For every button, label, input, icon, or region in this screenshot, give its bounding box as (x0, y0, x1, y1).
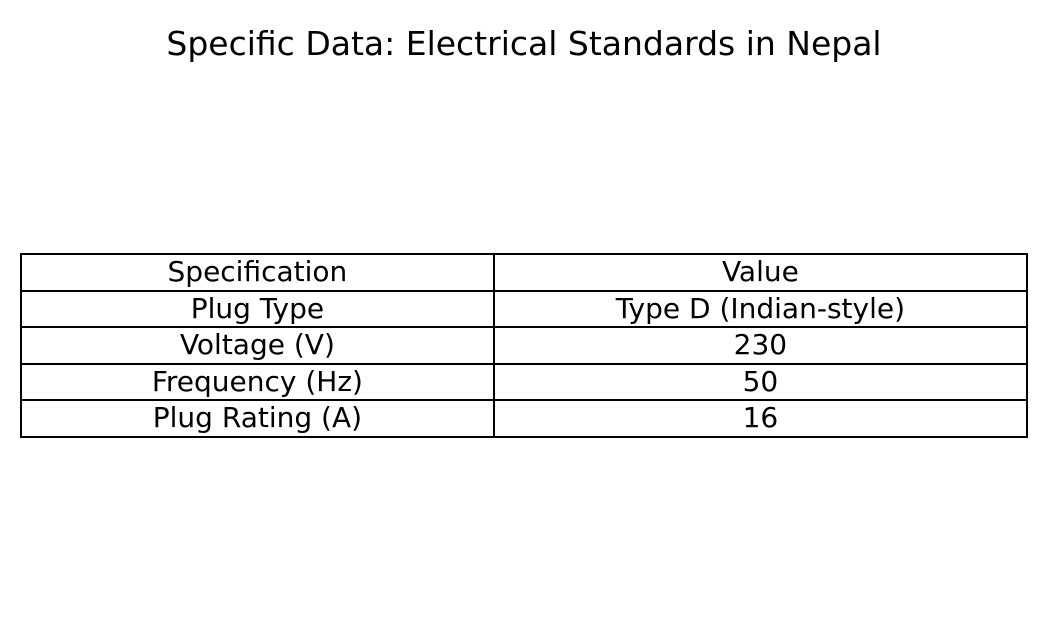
cell-spec: Plug Rating (A) (21, 400, 494, 437)
table-header-row: Specification Value (21, 254, 1027, 291)
standards-table-container: Specification Value Plug Type Type D (In… (20, 253, 1028, 438)
cell-value: 230 (494, 327, 1027, 364)
col-header-value: Value (494, 254, 1027, 291)
col-header-specification: Specification (21, 254, 494, 291)
table-row: Plug Type Type D (Indian-style) (21, 291, 1027, 328)
cell-value: Type D (Indian-style) (494, 291, 1027, 328)
cell-value: 50 (494, 364, 1027, 401)
cell-spec: Voltage (V) (21, 327, 494, 364)
page-title: Specific Data: Electrical Standards in N… (0, 24, 1048, 63)
cell-spec: Frequency (Hz) (21, 364, 494, 401)
table-row: Plug Rating (A) 16 (21, 400, 1027, 437)
cell-spec: Plug Type (21, 291, 494, 328)
table-row: Frequency (Hz) 50 (21, 364, 1027, 401)
standards-table: Specification Value Plug Type Type D (In… (20, 253, 1028, 438)
cell-value: 16 (494, 400, 1027, 437)
table-row: Voltage (V) 230 (21, 327, 1027, 364)
